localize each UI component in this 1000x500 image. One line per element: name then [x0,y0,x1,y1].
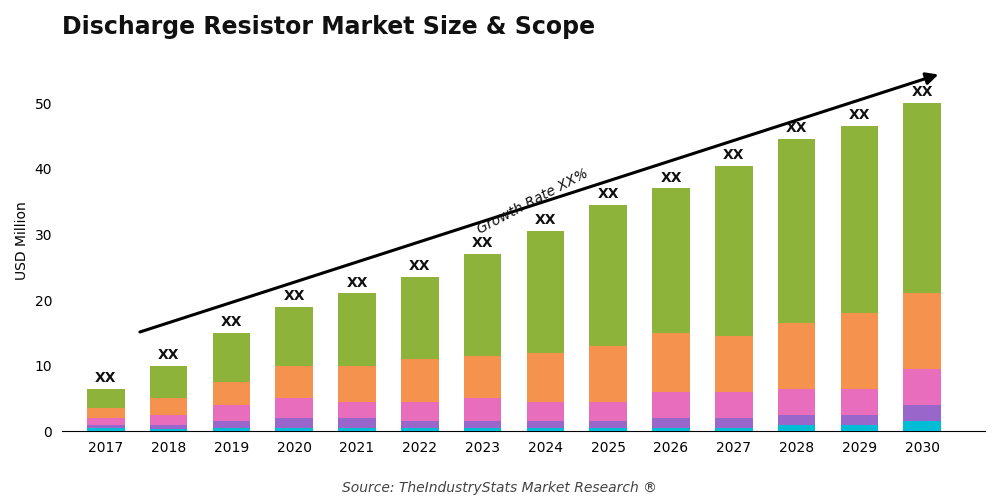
Text: XX: XX [346,276,368,289]
Bar [150,398,187,415]
Text: XX: XX [158,348,179,362]
Bar [275,428,313,432]
Bar [150,366,187,398]
Text: XX: XX [472,236,493,250]
Bar [401,422,439,428]
Y-axis label: USD Million: USD Million [15,202,29,280]
Bar [778,424,815,432]
Text: Source: TheIndustryStats Market Research ®: Source: TheIndustryStats Market Research… [342,481,658,495]
Bar [652,392,690,418]
Bar [841,126,878,313]
Bar [401,428,439,432]
Bar [589,422,627,428]
Bar [275,418,313,428]
Bar [87,428,125,432]
Bar [778,388,815,415]
Bar [401,402,439,421]
Bar [213,428,250,432]
Bar [527,422,564,428]
Bar [527,352,564,402]
Bar [464,398,501,421]
Bar [841,388,878,415]
Bar [338,366,376,402]
Bar [275,398,313,418]
Bar [841,313,878,388]
Bar [778,140,815,323]
Bar [715,166,753,336]
Bar [527,428,564,432]
Text: Discharge Resistor Market Size & Scope: Discharge Resistor Market Size & Scope [62,15,595,39]
Text: XX: XX [660,170,682,184]
Bar [903,369,941,405]
Bar [589,402,627,421]
Bar [589,205,627,346]
Bar [213,382,250,405]
Bar [903,405,941,421]
Bar [464,428,501,432]
Text: XX: XX [95,370,117,384]
Text: XX: XX [535,213,556,227]
Bar [652,333,690,392]
Bar [338,418,376,428]
Bar [715,392,753,418]
Bar [652,188,690,333]
Bar [527,231,564,352]
Bar [778,415,815,424]
Bar [338,294,376,366]
Bar [841,415,878,424]
Bar [213,405,250,421]
Text: XX: XX [723,148,745,162]
Bar [150,428,187,432]
Bar [715,336,753,392]
Bar [903,103,941,294]
Bar [464,254,501,356]
Bar [464,356,501,399]
Bar [338,428,376,432]
Bar [841,424,878,432]
Bar [213,333,250,382]
Text: XX: XX [409,259,431,273]
Bar [778,323,815,388]
Bar [903,294,941,369]
Bar [87,418,125,424]
Bar [715,418,753,428]
Bar [87,388,125,408]
Bar [213,422,250,428]
Bar [527,402,564,421]
Bar [87,424,125,428]
Text: XX: XX [221,315,242,329]
Bar [589,346,627,402]
Bar [589,428,627,432]
Bar [150,415,187,424]
Bar [275,306,313,366]
Text: XX: XX [849,108,870,122]
Bar [150,424,187,428]
Bar [401,359,439,402]
Text: XX: XX [283,288,305,302]
Bar [401,277,439,359]
Bar [338,402,376,418]
Bar [903,422,941,432]
Bar [715,428,753,432]
Text: XX: XX [786,122,807,136]
Text: XX: XX [911,85,933,99]
Bar [652,428,690,432]
Text: XX: XX [597,187,619,201]
Bar [464,422,501,428]
Bar [275,366,313,398]
Bar [652,418,690,428]
Text: Growth Rate XX%: Growth Rate XX% [475,166,591,237]
Bar [87,408,125,418]
